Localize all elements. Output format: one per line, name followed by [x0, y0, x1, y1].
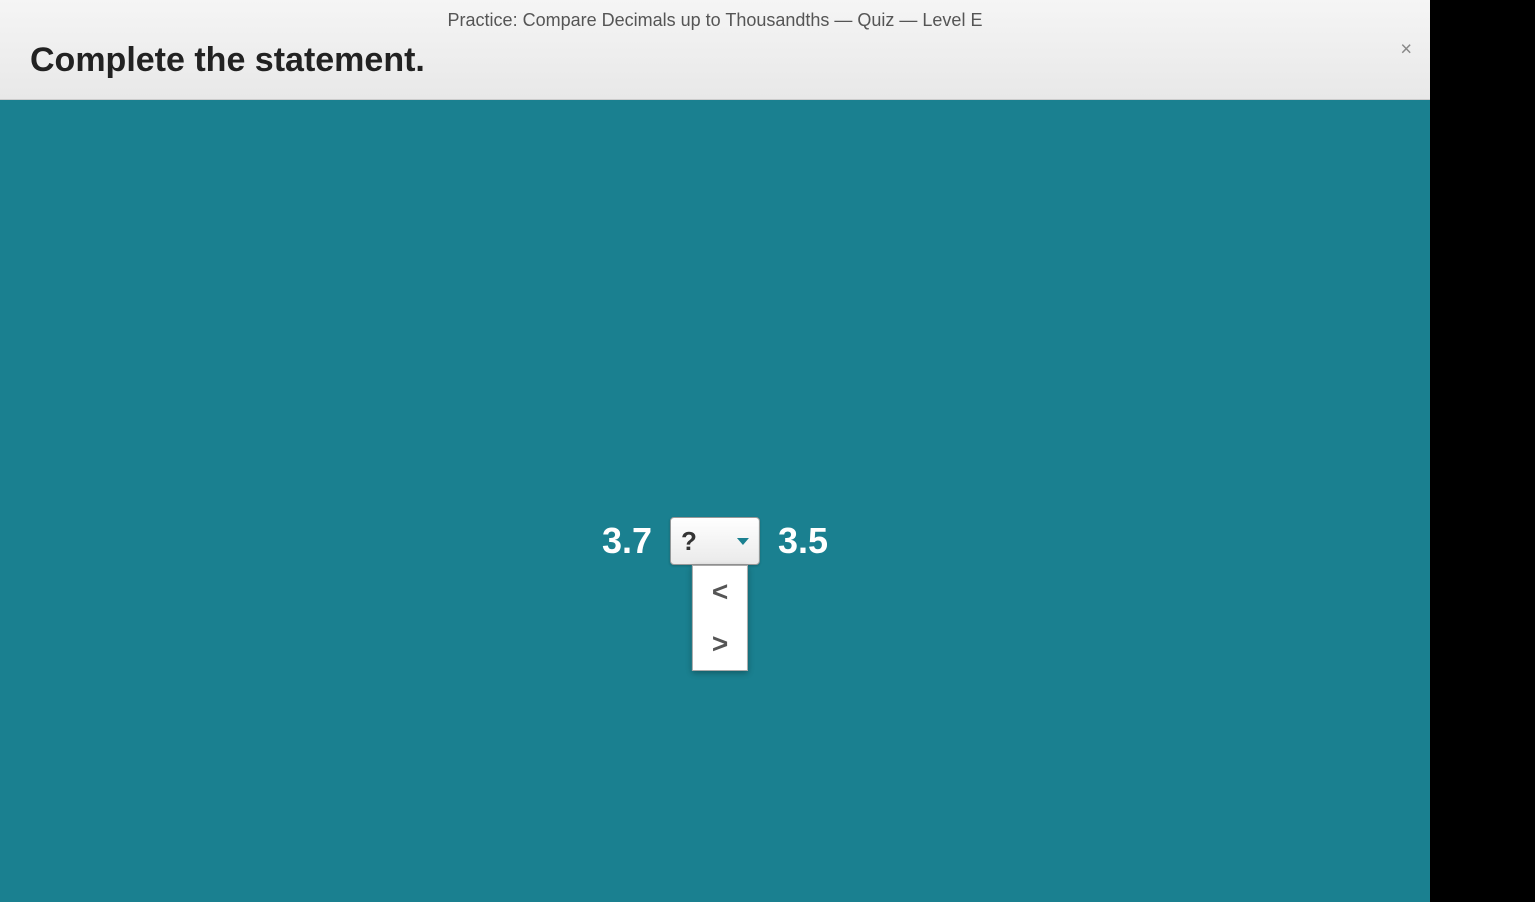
- left-number: 3.7: [602, 520, 652, 562]
- dropdown-value: ?: [681, 526, 697, 557]
- breadcrumb: Practice: Compare Decimals up to Thousan…: [10, 6, 1420, 31]
- comparison-row: 3.7 ? < > 3.5: [602, 517, 828, 565]
- close-button[interactable]: ×: [1400, 38, 1412, 61]
- app-window: Practice: Compare Decimals up to Thousan…: [0, 0, 1430, 902]
- content-area: 3.7 ? < > 3.5: [0, 100, 1430, 902]
- close-icon: ×: [1400, 38, 1412, 60]
- header-bar: Practice: Compare Decimals up to Thousan…: [0, 0, 1430, 100]
- dropdown-selected[interactable]: ?: [670, 517, 760, 565]
- option-less-than[interactable]: <: [693, 566, 747, 618]
- comparison-dropdown[interactable]: ? < >: [670, 517, 760, 565]
- dropdown-list: < >: [692, 565, 748, 671]
- chevron-down-icon: [737, 538, 749, 545]
- instruction-text: Complete the statement.: [10, 31, 1420, 80]
- option-greater-than[interactable]: >: [693, 618, 747, 670]
- right-number: 3.5: [778, 520, 828, 562]
